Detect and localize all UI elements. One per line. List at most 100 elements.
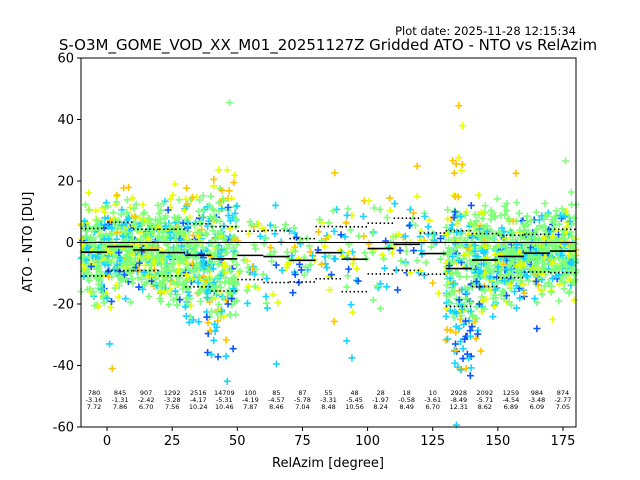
data-point — [123, 261, 131, 269]
data-point — [151, 274, 159, 282]
data-point — [126, 204, 134, 212]
data-point — [262, 234, 270, 242]
data-point — [549, 259, 557, 267]
data-point — [128, 194, 136, 202]
data-point — [217, 228, 225, 236]
data-point — [383, 214, 391, 222]
data-point — [233, 202, 241, 210]
data-point — [108, 224, 116, 232]
data-point — [169, 296, 177, 304]
x-tick-label: 100 — [355, 434, 380, 449]
data-point — [401, 232, 409, 240]
data-point — [487, 226, 495, 234]
data-point — [436, 255, 444, 263]
data-point — [140, 208, 148, 216]
data-point — [489, 313, 497, 321]
data-point — [122, 229, 130, 237]
data-point — [208, 351, 216, 359]
data-point — [455, 296, 463, 304]
data-point — [348, 354, 356, 362]
data-point — [452, 328, 460, 336]
data-point — [223, 249, 231, 257]
data-point — [196, 196, 204, 204]
data-point — [551, 217, 559, 225]
data-point — [145, 215, 153, 223]
data-point — [347, 301, 355, 309]
data-point — [411, 221, 419, 229]
bin-std: 7.04 — [295, 403, 309, 411]
data-point — [450, 234, 458, 242]
data-point — [524, 240, 532, 248]
data-point — [455, 257, 463, 265]
bin-mean: -8.49 — [450, 396, 467, 404]
data-point — [458, 286, 466, 294]
data-point — [259, 270, 267, 278]
data-point — [527, 243, 535, 251]
data-point — [288, 252, 296, 260]
data-point — [565, 276, 573, 284]
data-point — [556, 280, 564, 288]
data-point — [182, 215, 190, 223]
data-point — [396, 246, 404, 254]
data-point — [450, 288, 458, 296]
data-point — [457, 228, 465, 236]
data-point — [555, 254, 563, 262]
data-point — [512, 251, 520, 259]
data-point — [245, 230, 253, 238]
data-point — [231, 209, 239, 217]
data-point — [566, 217, 574, 225]
data-point — [267, 244, 275, 252]
data-point — [213, 323, 221, 331]
data-point — [196, 297, 204, 305]
data-point — [163, 267, 171, 275]
data-point — [460, 255, 468, 263]
data-point — [132, 221, 140, 229]
data-point — [450, 213, 458, 221]
data-point — [199, 192, 207, 200]
data-point — [425, 216, 433, 224]
data-point — [471, 318, 479, 326]
data-point — [129, 279, 137, 287]
data-point — [541, 235, 549, 243]
data-point — [383, 283, 391, 291]
data-point — [182, 195, 190, 203]
data-point — [467, 364, 475, 372]
data-point — [318, 260, 326, 268]
data-point — [254, 220, 262, 228]
bin-mean: -1.31 — [112, 396, 129, 404]
data-point — [85, 223, 93, 231]
data-point — [523, 218, 531, 226]
data-point — [410, 247, 418, 255]
data-point — [451, 347, 459, 355]
bin-std: 7.86 — [113, 403, 127, 411]
data-point — [263, 275, 271, 283]
bin-count: 55 — [324, 389, 332, 397]
data-point — [215, 300, 223, 308]
data-point — [532, 208, 540, 216]
data-point — [541, 199, 549, 207]
data-point — [487, 215, 495, 223]
data-point — [226, 266, 234, 274]
data-point — [562, 272, 570, 280]
y-tick-label: 20 — [57, 175, 74, 190]
data-point — [509, 238, 517, 246]
data-point — [218, 293, 226, 301]
data-point — [467, 307, 475, 315]
data-point — [145, 235, 153, 243]
data-point — [476, 225, 484, 233]
data-point — [477, 347, 485, 355]
data-point — [555, 297, 563, 305]
data-point — [186, 237, 194, 245]
data-point — [81, 217, 89, 225]
data-point — [164, 206, 172, 214]
data-point — [161, 256, 169, 264]
data-point — [499, 287, 507, 295]
data-point — [175, 213, 183, 221]
data-point — [490, 245, 498, 253]
data-point — [181, 303, 189, 311]
data-point — [222, 336, 230, 344]
data-point — [113, 229, 121, 237]
data-point — [530, 234, 538, 242]
data-point — [210, 182, 218, 190]
data-point — [497, 291, 505, 299]
